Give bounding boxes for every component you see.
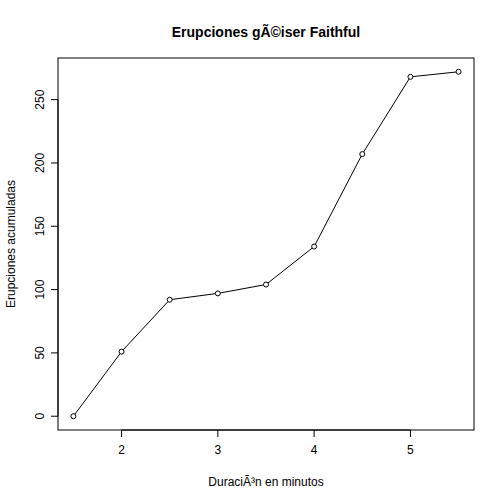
data-point: [119, 349, 124, 354]
x-tick: [217, 430, 218, 437]
y-axis-line: [58, 100, 59, 417]
y-tick: [51, 99, 58, 100]
x-tick-label: 2: [118, 443, 125, 457]
y-tick: [51, 289, 58, 290]
x-axis-label: DuraciÃ³n en minutos: [208, 475, 323, 489]
y-tick: [51, 162, 58, 163]
y-tick-label: 50: [33, 346, 47, 360]
y-tick-label: 200: [33, 153, 47, 173]
x-tick: [121, 430, 122, 437]
y-tick: [51, 416, 58, 417]
x-axis-line: [122, 430, 411, 431]
data-point: [456, 69, 461, 74]
title: Erupciones gÃ©iser Faithful: [172, 23, 360, 40]
y-tick-label: 250: [33, 89, 47, 109]
y-tick-label: 100: [33, 279, 47, 299]
data-point: [408, 74, 413, 79]
plot-area: [71, 69, 461, 418]
y-axis-label: Erupciones acumuladas: [4, 180, 18, 308]
x-tick: [410, 430, 411, 437]
x-tick-label: 5: [407, 443, 414, 457]
y-tick-label: 150: [33, 216, 47, 236]
data-point: [167, 297, 172, 302]
y-tick: [51, 352, 58, 353]
x-tick: [314, 430, 315, 437]
x-tick-label: 3: [215, 443, 222, 457]
data-point: [71, 414, 76, 419]
y-tick-label: 0: [33, 413, 47, 420]
chart: Erupciones gÃ©iser Faithful DuraciÃ³n en …: [0, 0, 504, 504]
plot-frame: [58, 58, 474, 430]
data-point: [264, 282, 269, 287]
data-point: [312, 244, 317, 249]
y-tick: [51, 226, 58, 227]
data-point: [360, 152, 365, 157]
data-line: [73, 72, 458, 416]
data-point: [215, 291, 220, 296]
x-tick-label: 4: [311, 443, 318, 457]
